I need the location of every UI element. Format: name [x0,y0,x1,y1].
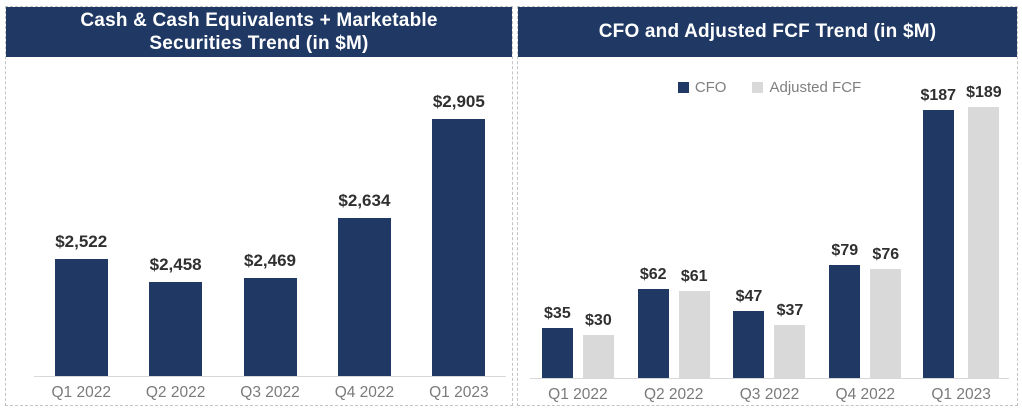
bar-adjusted-fcf-q1-2023 [968,107,1000,378]
bar-q1-2022 [54,259,108,376]
value-label: $189 [966,84,1002,101]
adjusted-fcf-legend-label: Adjusted FCF [769,78,862,96]
cash-trend-chart-area: $2,522 $2,458 $2,469 $2,634 $2,905 Q1 2022 Q2… [6,57,512,402]
bar-item: $35 [541,305,573,378]
cash-trend-chart-header: Cash & Cash Equivalents + Marketable Sec… [6,7,512,57]
bar-group-q1-2023: $187 $189 [913,84,1009,378]
bar-item: $76 [870,246,902,378]
cfo-fcf-chart-header: CFO and Adjusted FCF Trend (in $M) [518,7,1017,57]
bar-item: $187 [920,87,956,378]
chart-legend: CFO Adjusted FCF [530,78,1009,96]
bar-item: $30 [582,312,614,378]
value-label: $61 [680,268,708,285]
cfo-fcf-chart-title: CFO and Adjusted FCF Trend (in $M) [598,21,937,43]
bar-adjusted-fcf-q3-2022 [774,325,806,378]
value-label: $47 [735,288,763,305]
bar-group-q2-2022: $2,458 [128,255,222,376]
bar-cfo-q2-2022 [637,289,669,378]
cfo-fcf-x-axis: Q1 2022 Q2 2022 Q3 2022 Q4 2022 Q1 2023 [530,379,1009,404]
bar-item: $2,458 [149,255,203,376]
value-label: $187 [920,87,957,104]
legend-item-adjusted-fcf: Adjusted FCF [752,79,861,96]
cash-trend-chart-title: Cash & Cash Equivalents + Marketable Sec… [80,9,438,54]
bar-item: $47 [733,288,765,378]
bar-cfo-q1-2022 [541,328,573,378]
x-axis-label-q1-2022: Q1 2022 [548,386,608,403]
x-axis-label-q4-2022: Q4 2022 [334,384,395,401]
x-axis-label-q1-2023: Q1 2023 [429,384,489,401]
bar-item: $61 [678,268,710,378]
x-axis-label-q4-2022: Q4 2022 [835,386,896,403]
bar-item: $79 [829,242,861,378]
bar-group-q2-2022: $62 $61 [626,266,722,378]
value-label: $2,522 [55,232,108,251]
value-label: $37 [776,302,804,319]
value-label: $35 [544,305,571,322]
bar-adjusted-fcf-q1-2022 [582,335,614,378]
cash-trend-chart-panel: Cash & Cash Equivalents + Marketable Sec… [5,6,513,406]
value-label: $62 [639,266,667,283]
cfo-legend-label: CFO [694,78,727,96]
bar-group-q4-2022: $79 $76 [817,242,913,378]
bar-cfo-q1-2023 [922,110,954,378]
x-axis-label-q3-2022: Q3 2022 [240,384,300,401]
bar-cfo-q4-2022 [829,265,861,378]
value-label: $30 [585,312,612,329]
bar-adjusted-fcf-q4-2022 [870,269,902,378]
bar-item: $2,469 [243,251,297,376]
cfo-legend-swatch-icon [677,81,689,93]
x-axis-label-q2-2022: Q2 2022 [145,384,206,401]
cfo-fcf-plot: $35 $30 $62 $61 $47 $37 $79 $76 $187 $189 [530,84,1009,379]
cash-trend-plot: $2,522 $2,458 $2,469 $2,634 $2,905 [34,57,506,377]
bar-group-q1-2022: $2,522 [34,232,128,376]
bar-group-q3-2022: $2,469 [223,251,317,376]
x-axis-label-q1-2023: Q1 2023 [931,386,991,403]
bar-group-q1-2022: $35 $30 [530,305,626,378]
adjusted-fcf-legend-swatch-icon [752,81,764,93]
bar-item: $37 [774,302,806,378]
x-axis-label-q1-2022: Q1 2022 [51,384,111,401]
cfo-fcf-chart-area: CFO Adjusted FCF $35 $30 $62 $61 $47 $37 $79 $7… [518,78,1017,404]
bar-group-q3-2022: $47 $37 [722,288,818,378]
bar-cfo-q3-2022 [733,311,765,378]
bar-item: $2,634 [337,191,391,376]
bar-q3-2022 [243,278,297,376]
bar-group-q4-2022: $2,634 [317,191,411,376]
bar-adjusted-fcf-q2-2022 [678,291,710,378]
cash-trend-x-axis: Q1 2022 Q2 2022 Q3 2022 Q4 2022 Q1 2023 [34,377,506,402]
x-axis-label-q3-2022: Q3 2022 [739,386,800,403]
value-label: $79 [831,242,859,259]
bar-item: $2,522 [54,232,108,376]
bar-q2-2022 [149,282,203,376]
bar-item: $62 [637,266,669,378]
bar-group-q1-2023: $2,905 [412,92,506,376]
value-label: $2,469 [244,251,297,270]
bar-q4-2022 [337,218,391,376]
value-label: $2,905 [432,92,485,111]
x-axis-label-q2-2022: Q2 2022 [643,386,704,403]
bar-item: $189 [966,84,1002,378]
bar-q1-2023 [432,119,486,376]
bar-item: $2,905 [432,92,486,376]
value-label: $2,634 [338,191,391,210]
value-label: $76 [872,246,900,263]
legend-item-cfo: CFO [677,78,727,96]
value-label: $2,458 [149,255,202,274]
cfo-fcf-chart-panel: CFO and Adjusted FCF Trend (in $M) CFO A… [517,6,1018,406]
